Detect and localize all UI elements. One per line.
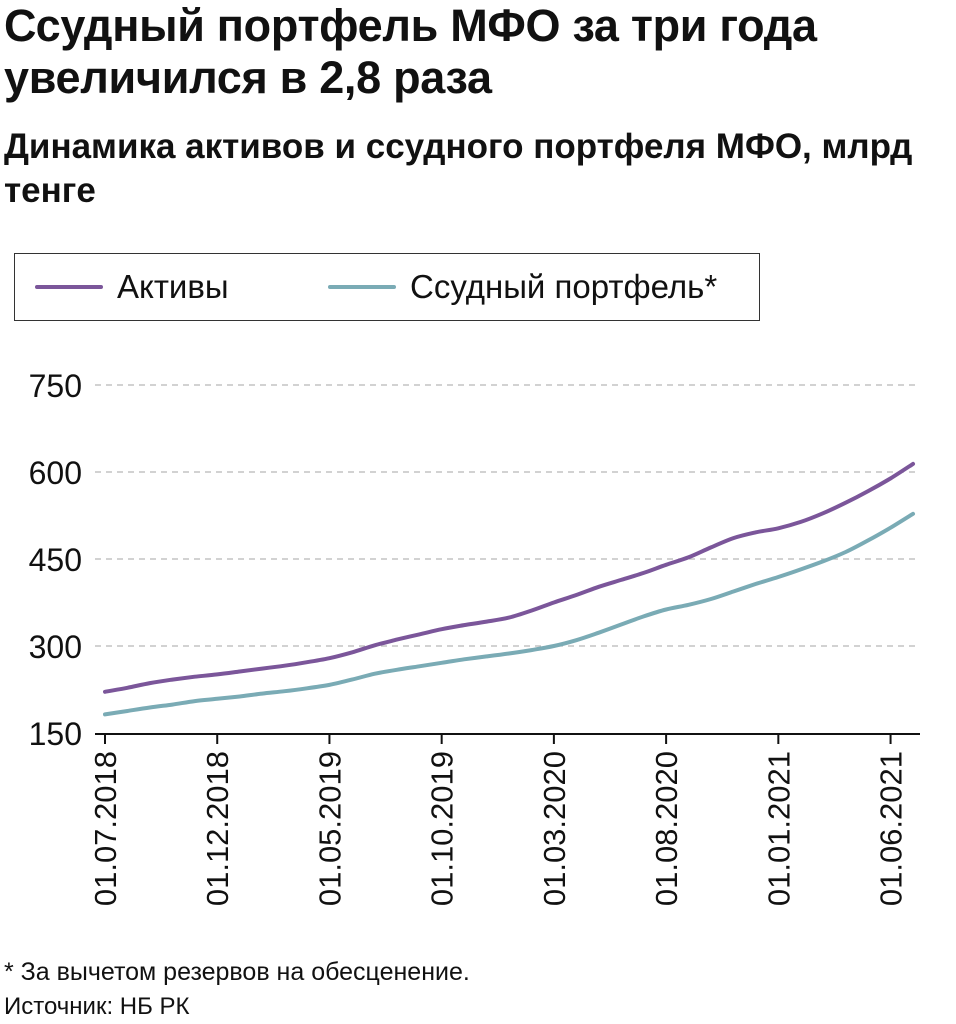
legend-label-loan-portfolio: Ссудный портфель* [410,267,718,305]
legend-item-loan-portfolio: Ссудный портфель* [328,254,717,319]
chart-title: Динамика активов и ссудного портфеля МФО… [4,127,913,210]
x-tick-label-01.01.2021: 01.01.2021 [761,751,796,906]
chart-headline: Ссудный портфель МФО за три года увеличи… [4,0,817,103]
legend: Активы Ссудный портфель* [14,253,760,321]
y-tick-label-150: 150 [29,716,82,752]
y-axis-ticks: 150 300 450 600 750 [29,368,82,752]
legend-swatch-assets [35,284,103,289]
series-line-loan-portfolio [103,511,915,717]
y-tick-label-750: 750 [29,368,82,404]
legend-swatch-loan-portfolio [328,284,396,289]
x-tick-label-01.12.2018: 01.12.2018 [200,751,235,906]
series-line-assets [103,461,915,694]
x-tick-label-01.05.2019: 01.05.2019 [312,751,347,906]
source-note: Источник: НБ РК [4,993,190,1020]
y-tick-label-450: 450 [29,542,82,578]
x-tick-label-01.08.2020: 01.08.2020 [649,751,684,906]
x-axis: 01.07.2018 01.12.2018 01.05.2019 01.10.2019… [88,733,920,906]
legend-item-assets: Активы [35,254,229,319]
gridlines [95,384,920,647]
footnote: * За вычетом резервов на обесценение. [4,958,470,986]
x-tick-label-01.10.2019: 01.10.2019 [425,751,460,906]
y-tick-label-600: 600 [29,455,82,491]
series-lines [103,461,915,717]
x-tick-label-01.03.2020: 01.03.2020 [537,751,572,906]
legend-label-assets: Активы [117,267,229,305]
y-tick-label-300: 300 [29,629,82,665]
x-tick-label-01.07.2018: 01.07.2018 [88,751,123,906]
x-tick-label-01.06.2021: 01.06.2021 [874,751,909,906]
